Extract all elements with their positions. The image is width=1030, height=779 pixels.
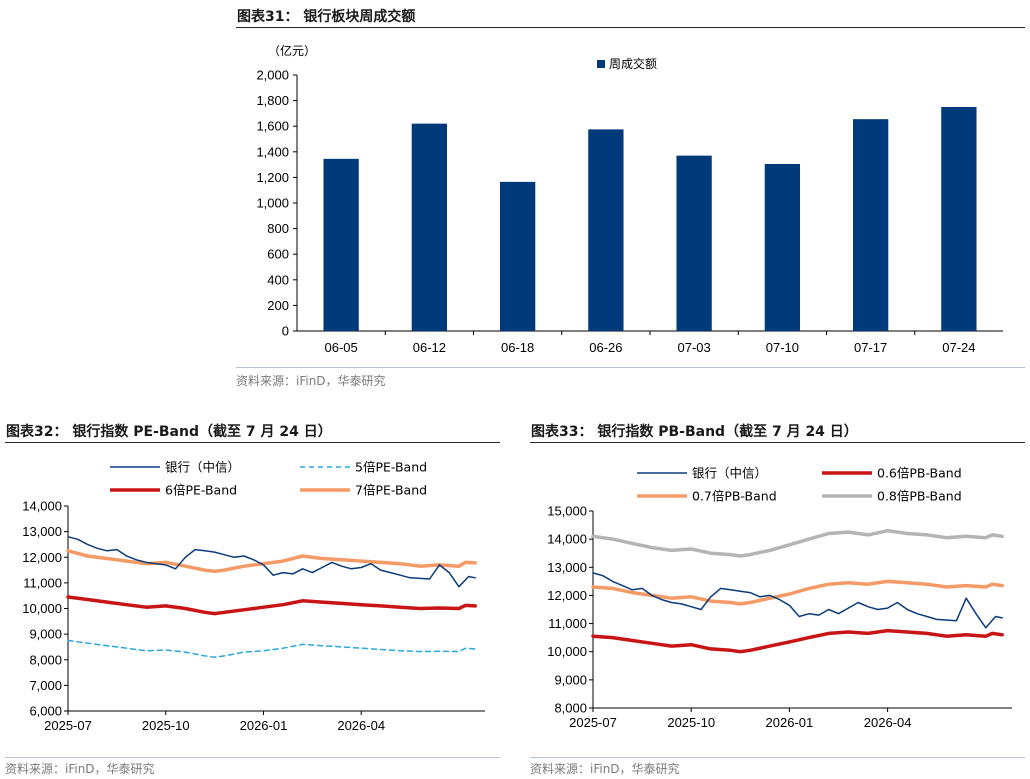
fig32-series-line (67, 536, 476, 588)
fig33-legend-label: 银行（中信） (692, 466, 767, 481)
fig31-bottom-rule (236, 367, 1025, 368)
fig32-legend-label: 7倍PE-Band (355, 483, 427, 498)
fig31-bar-07-10 (764, 163, 801, 331)
fig33-ytick-label: 12,000 (547, 588, 587, 603)
fig31-ytick-label: 1,200 (256, 170, 289, 185)
fig33-xtick-label: 2025-07 (569, 715, 617, 730)
fig33-series-line (591, 579, 1004, 606)
fig31-xtick-label: 06-05 (325, 340, 358, 355)
fig31-bar-06-26 (588, 129, 624, 331)
fig31-ytick-label: 1,800 (256, 93, 289, 108)
fig32-ytick-label: 11,000 (23, 575, 62, 590)
fig32-title: 图表32： 银行指数 PE-Band（截至 7 月 24 日） (6, 424, 332, 440)
fig32-legend-label: 5倍PE-Band (355, 460, 427, 475)
fig33-series-line (591, 628, 1004, 654)
fig32-top-rule (5, 442, 500, 443)
fig32-legend-label: 银行（中信） (165, 460, 240, 475)
fig31-xtick-label: 06-12 (413, 340, 446, 355)
fig32-ytick-label: 12,000 (22, 550, 62, 565)
fig32-series-line (66, 549, 477, 574)
fig31-xtick-label: 07-03 (678, 340, 711, 355)
fig33-title: 图表33： 银行指数 PB-Band（截至 7 月 24 日） (531, 424, 858, 440)
fig31-ytick-label: 800 (267, 221, 289, 236)
fig32-bottom-rule (5, 757, 500, 758)
fig33-ytick-label: 14,000 (547, 532, 587, 547)
fig32-ytick-label: 9,000 (29, 627, 62, 642)
fig31-source: 资料来源：iFinD，华泰研究 (236, 374, 386, 388)
fig31-legend-swatch (597, 60, 605, 68)
fig33-xtick-label: 2026-01 (766, 715, 814, 730)
fig32-legend-label: 6倍PE-Band (165, 483, 237, 498)
fig33-source: 资料来源：iFinD，华泰研究 (530, 762, 680, 776)
fig32-xtick-label: 2025-07 (44, 718, 92, 733)
fig33-legend-label: 0.7倍PB-Band (692, 489, 777, 504)
fig31-ytick-label: 0 (282, 324, 289, 339)
fig31-bar-07-17 (852, 119, 889, 331)
fig32-ytick-label: 6,000 (29, 704, 62, 719)
fig33-legend-label: 0.8倍PB-Band (877, 489, 962, 504)
fig32-source: 资料来源：iFinD，华泰研究 (5, 762, 155, 776)
fig31-bar-06-18 (499, 181, 536, 331)
fig31-ytick-label: 400 (267, 272, 289, 287)
fig31-xtick-label: 06-18 (501, 340, 534, 355)
fig32-series-line (66, 595, 477, 616)
fig33-xtick-label: 2025-10 (667, 715, 715, 730)
fig31-bar-06-12 (411, 123, 448, 331)
fig32-series-line (67, 639, 476, 658)
fig31-ytick-label: 1,600 (256, 119, 289, 134)
fig32-xtick-label: 2026-01 (240, 718, 288, 733)
fig33-series-line (591, 528, 1004, 558)
fig33-ytick-label: 11,000 (548, 616, 587, 631)
fig33-xtick-label: 2026-04 (864, 715, 912, 730)
fig31-xtick-label: 07-17 (854, 340, 887, 355)
fig31-unit-label: （亿元） (268, 43, 316, 58)
fig31-ytick-label: 600 (267, 247, 289, 262)
fig32-xtick-label: 2026-04 (337, 718, 385, 733)
fig31-bar-07-24 (941, 107, 977, 331)
fig32-xtick-label: 2025-10 (142, 718, 190, 733)
fig33-ytick-label: 9,000 (554, 672, 587, 687)
fig32-ytick-label: 7,000 (29, 678, 62, 693)
fig32-ytick-label: 14,000 (22, 499, 62, 514)
fig31-xtick-label: 06-26 (589, 340, 622, 355)
fig31-ytick-label: 1,400 (256, 144, 289, 159)
fig31-top-rule (236, 27, 1025, 28)
fig31-bar-06-05 (323, 158, 359, 331)
fig33-legend-label: 0.6倍PB-Band (877, 466, 962, 481)
fig32-ytick-label: 8,000 (29, 652, 62, 667)
fig33-ytick-label: 10,000 (547, 644, 587, 659)
fig33-series-line (592, 572, 1003, 629)
fig31-xtick-label: 07-10 (766, 340, 799, 355)
fig31-xtick-label: 07-24 (942, 340, 975, 355)
fig32-ytick-label: 10,000 (22, 601, 62, 616)
fig33-bottom-rule (530, 757, 1025, 758)
fig31-legend-label: 周成交额 (609, 56, 657, 71)
fig33-ytick-label: 8,000 (554, 701, 587, 716)
fig31-ytick-label: 1,000 (256, 196, 289, 211)
fig31-title: 图表31： 银行板块周成交额 (237, 9, 416, 25)
fig32-ytick-label: 13,000 (22, 524, 62, 539)
fig33-ytick-label: 13,000 (547, 560, 587, 575)
fig31-ytick-label: 2,000 (256, 68, 289, 83)
fig33-top-rule (530, 442, 1025, 443)
fig31-ytick-label: 200 (267, 298, 289, 313)
fig33-ytick-label: 15,000 (547, 504, 587, 519)
fig31-bar-07-03 (676, 155, 712, 331)
